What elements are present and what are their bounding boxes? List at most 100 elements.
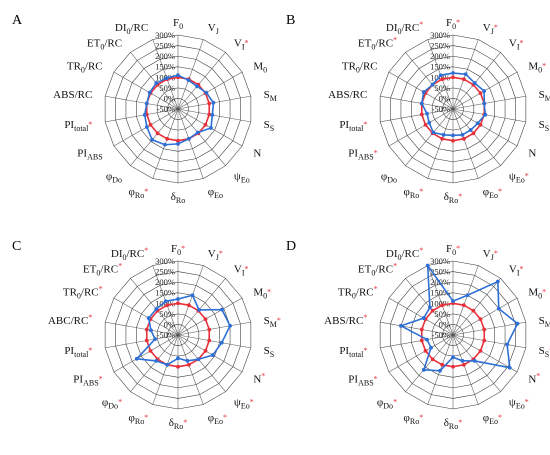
spoke [177, 265, 204, 336]
axis-label: TR0/RC [67, 61, 103, 75]
axis-label: TR0/RC [342, 61, 378, 75]
spoke [452, 278, 501, 336]
spoke [388, 71, 454, 110]
data-point [421, 90, 426, 94]
axis-label: N [253, 148, 261, 160]
spoke [177, 334, 226, 392]
axis-label: DI0/RC* [111, 246, 148, 262]
spoke [452, 108, 526, 123]
data-point [440, 362, 445, 367]
data-point [461, 136, 466, 141]
data-point [421, 316, 426, 320]
tick-label: -50% [157, 104, 175, 114]
spoke [177, 108, 204, 179]
data-point [423, 122, 428, 127]
data-point [149, 328, 153, 333]
data-point [423, 348, 428, 353]
axis-label: PItotal* [64, 119, 92, 133]
spoke [177, 108, 251, 123]
axis-label: PIABS* [73, 374, 102, 388]
data-point [210, 353, 215, 357]
data-point [505, 342, 510, 347]
data-point [421, 367, 426, 372]
data-point [451, 75, 455, 80]
data-point [148, 348, 153, 353]
data-point [144, 327, 149, 332]
axis-label: ET0/RC [87, 37, 122, 51]
data-point [475, 121, 480, 126]
data-point [228, 323, 232, 328]
axis-label: N* [253, 372, 265, 386]
axis-label: δRo* [444, 417, 463, 431]
axis-label: SM* [264, 315, 281, 329]
data-point [431, 130, 436, 135]
axis-label: VJ* [483, 248, 498, 262]
spoke [177, 39, 204, 110]
data-point [219, 340, 224, 345]
data-point [207, 101, 212, 106]
spoke [405, 52, 454, 110]
axis-label: ABS/RC* [324, 313, 367, 327]
axis-label: SS [264, 119, 275, 133]
axis-label: PIABS* [348, 148, 377, 162]
tick-label: 300% [430, 256, 450, 266]
spoke [380, 321, 454, 336]
tick-label: 100% [430, 298, 450, 308]
data-point [186, 136, 191, 141]
tick-label: 200% [155, 51, 175, 61]
radar-panel-d: F0* VJ* VI* M0* SM* SS* N* ψEo* φEo* δRo* φRo* φDo*… [286, 239, 550, 431]
axis-label: DI0/RC* [386, 20, 423, 36]
axis-label: PItotal* [339, 345, 367, 359]
data-point [461, 77, 466, 82]
data-point [203, 122, 208, 127]
data-point [451, 299, 455, 304]
spoke [452, 297, 518, 336]
data-point [427, 120, 432, 125]
tick-label: -50% [157, 330, 175, 340]
axis-label: φRo* [404, 412, 424, 426]
data-point [441, 132, 446, 137]
spoke [152, 334, 179, 405]
data-point [440, 303, 445, 308]
axis-label: φDo* [377, 397, 397, 411]
tick-label: 250% [430, 267, 450, 277]
data-point [440, 136, 445, 141]
tick-label: 50% [159, 309, 175, 319]
data-point [438, 368, 442, 373]
tick-label: 0% [164, 93, 175, 103]
axis-label: φDo* [102, 397, 122, 411]
data-point [438, 73, 443, 78]
spoke [177, 334, 204, 405]
spoke [130, 278, 179, 336]
spoke [452, 108, 501, 166]
data-point [153, 337, 157, 341]
axis-label: φEo [208, 186, 223, 200]
axis-label: PIABS [77, 148, 102, 162]
data-point [165, 362, 170, 367]
tick-label: 0% [439, 93, 450, 103]
spoke [452, 95, 526, 110]
data-point [209, 126, 213, 130]
axis-label: δRo* [169, 417, 188, 431]
axis-label: VI* [509, 37, 524, 51]
spoke [380, 334, 454, 349]
axis-label: ET0/RC* [83, 261, 122, 277]
data-point [176, 138, 180, 143]
spoke [113, 297, 179, 336]
axis-label: ψEo* [509, 397, 529, 411]
data-point [430, 308, 435, 313]
spoke [388, 108, 454, 147]
spoke [427, 108, 454, 179]
spoke [388, 334, 454, 373]
axis-label: φEo* [483, 186, 502, 200]
axis-label: ψEo* [509, 171, 529, 185]
data-point [154, 359, 159, 363]
data-point [211, 100, 216, 105]
axis-label: PItotal* [64, 345, 92, 359]
spoke [177, 334, 251, 349]
data-point [147, 90, 152, 95]
data-point [196, 357, 201, 362]
data-point [471, 131, 476, 136]
